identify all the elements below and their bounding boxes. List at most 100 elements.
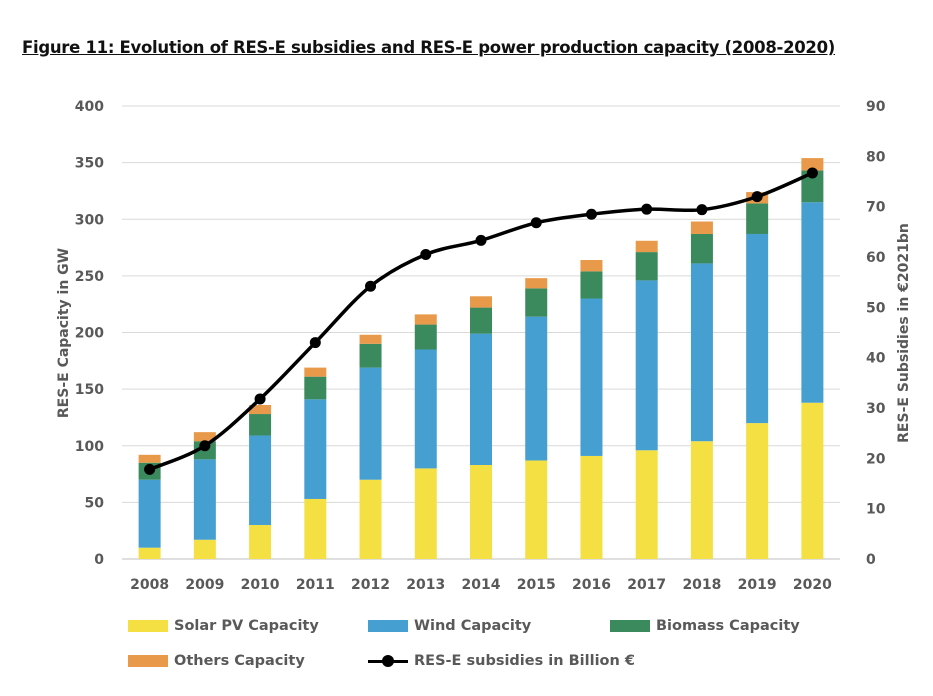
bar-others-capacity-2011 [304,367,327,377]
legend-wind-label: Wind Capacity [414,618,532,634]
right-tick-label: 20 [866,451,886,467]
bar-others-capacity-2010 [249,404,272,415]
right-tick-label: 80 [866,149,886,165]
subsidy-point-2017 [641,203,653,215]
x-tick-label: 2016 [572,577,611,593]
bar-solar-pv-capacity-2014 [470,465,492,559]
right-tick-label: 70 [866,200,886,216]
left-tick-label: 150 [75,382,104,398]
legend-biomass-label: Biomass Capacity [656,618,800,634]
legend-solar: Solar PV Capacity [128,618,319,634]
bar-wind-capacity-2011 [304,399,327,499]
left-tick-label: 100 [75,439,104,455]
bar-biomass-capacity-2018 [690,233,713,264]
bar-wind-capacity-2016 [580,298,603,456]
subsidy-line [144,167,818,475]
right-tick-label: 50 [866,300,886,316]
right-tick-label: 10 [866,502,886,518]
x-tick-label: 2013 [406,577,445,593]
subsidy-point-2008 [144,463,156,475]
subsidy-point-2009 [199,440,211,452]
subsidy-point-2015 [530,217,542,229]
x-tick-label: 2008 [130,577,169,593]
bar-wind-capacity-2018 [690,263,713,442]
legend-wind-swatch [368,620,408,632]
bar-stacks [138,158,824,559]
bar-others-capacity-2012 [359,334,382,344]
left-axis-ticks: 0 50 100 150 200 250 300 350 400 [75,99,104,568]
legend-others-label: Others Capacity [174,653,305,669]
bar-biomass-capacity-2010 [249,414,272,436]
left-tick-label: 250 [75,269,104,285]
left-tick-label: 300 [75,212,104,228]
bar-biomass-capacity-2012 [359,343,382,368]
legend-others-swatch [128,655,168,667]
bar-others-capacity-2014 [470,296,492,308]
bar-biomass-capacity-2020 [801,170,824,203]
bar-solar-pv-capacity-2015 [525,460,548,559]
subsidy-point-2013 [420,248,432,260]
bar-others-capacity-2008 [138,454,161,463]
x-tick-label: 2011 [296,577,335,593]
subsidy-point-2012 [365,280,377,292]
legend-solar-swatch [128,620,168,632]
right-tick-label: 90 [866,99,886,115]
legend-others: Others Capacity [128,653,305,669]
subsidy-point-2019 [751,191,763,203]
right-tick-label: 40 [866,351,886,367]
bar-wind-capacity-2019 [746,233,769,424]
legend-solar-label: Solar PV Capacity [174,618,319,634]
bar-others-capacity-2017 [635,240,658,253]
x-tick-label: 2018 [682,577,721,593]
bar-wind-capacity-2008 [138,479,161,548]
x-tick-label: 2009 [185,577,224,593]
legend-biomass-swatch [610,620,650,632]
legend-biomass: Biomass Capacity [610,618,800,634]
legend-subsidies-label: RES-E subsidies in Billion € [414,653,635,669]
bar-solar-pv-capacity-2018 [690,441,713,559]
bar-biomass-capacity-2017 [635,252,658,281]
subsidy-point-2014 [475,234,487,246]
legend-wind: Wind Capacity [368,618,531,634]
chart-title: Figure 11: Evolution of RES-E subsidies … [22,38,836,57]
bar-biomass-capacity-2019 [746,203,769,234]
right-axis-ticks: 0 10 20 30 40 50 60 70 80 90 [866,99,886,568]
subsidy-point-2016 [585,208,597,220]
bar-solar-pv-capacity-2017 [635,450,658,559]
subsidy-point-2020 [806,167,818,179]
bar-wind-capacity-2009 [193,459,216,540]
x-tick-label: 2014 [462,577,501,593]
bar-solar-pv-capacity-2012 [359,479,382,559]
bar-others-capacity-2015 [525,278,548,289]
left-axis-label: RES-E Capacity in GW [56,248,72,418]
left-tick-label: 0 [94,552,104,568]
bar-others-capacity-2020 [801,158,824,171]
right-axis-label: RES-E Subsidies in €2021bn [896,223,912,443]
x-tick-label: 2010 [241,577,280,593]
legend-subsidies: RES-E subsidies in Billion € [368,653,635,669]
legend-subsidies-swatch [368,655,408,667]
bar-solar-pv-capacity-2020 [801,402,824,559]
x-tick-label: 2017 [627,577,666,593]
bar-solar-pv-capacity-2009 [193,539,216,559]
right-tick-label: 0 [866,552,876,568]
bar-others-capacity-2016 [580,260,603,272]
bar-solar-pv-capacity-2008 [138,547,161,559]
bar-biomass-capacity-2011 [304,376,327,400]
bar-others-capacity-2013 [414,314,437,325]
subsidy-point-2011 [309,337,321,349]
bar-wind-capacity-2012 [359,367,382,480]
subsidy-point-2018 [696,204,708,216]
left-tick-label: 350 [75,156,104,172]
left-tick-label: 400 [75,99,104,115]
subsidy-point-2010 [254,393,266,405]
bar-solar-pv-capacity-2010 [249,525,272,559]
x-tick-label: 2020 [793,577,832,593]
x-tick-label: 2012 [351,577,390,593]
bar-biomass-capacity-2013 [414,324,437,350]
bar-wind-capacity-2010 [249,435,272,526]
bar-biomass-capacity-2014 [470,307,492,334]
right-tick-label: 60 [866,250,886,266]
bar-wind-capacity-2014 [470,333,492,466]
